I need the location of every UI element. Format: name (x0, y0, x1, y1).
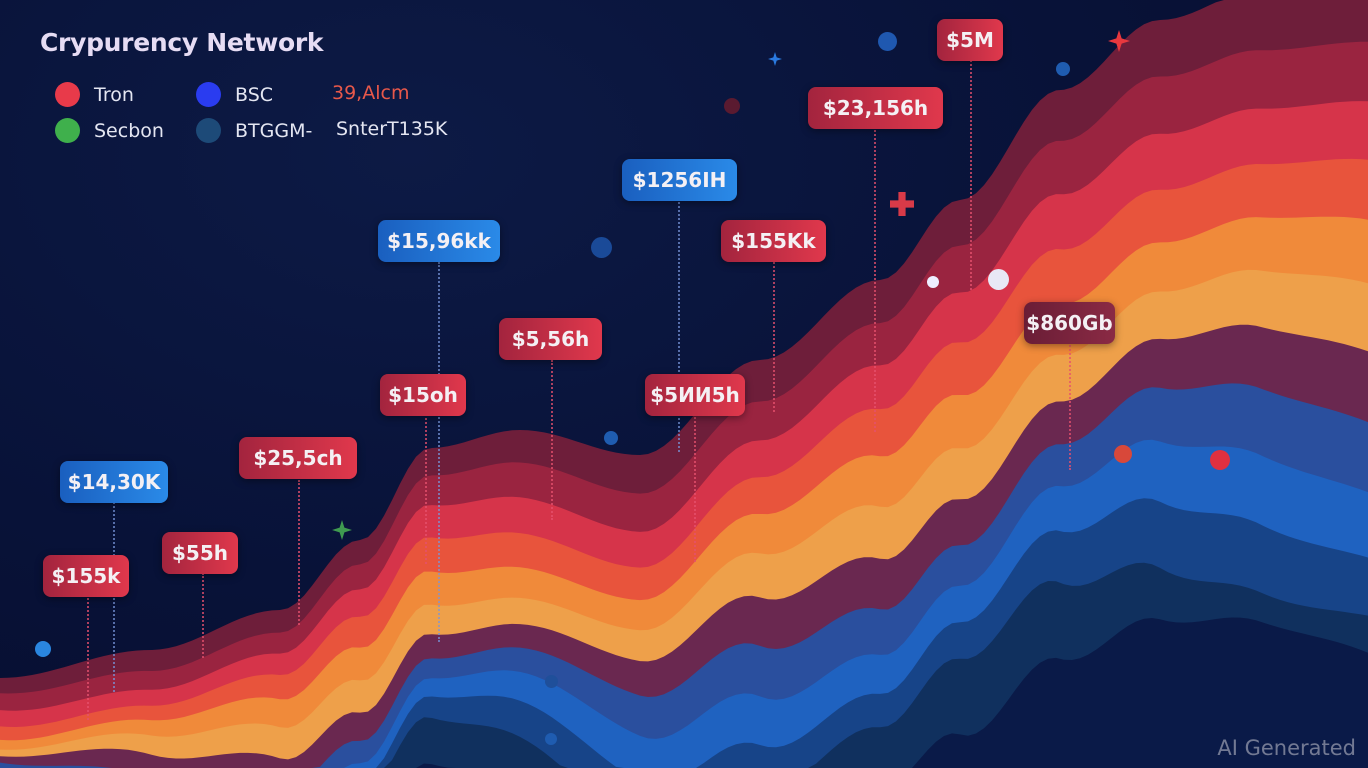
legend-item-snter: SnterT135K (336, 118, 447, 140)
annotation-label: $15oh (380, 374, 466, 416)
annotation-label: $5,56h (499, 318, 602, 360)
decor-dot (724, 98, 740, 114)
decor-dot (545, 733, 557, 745)
annotation-label: $25,5ch (239, 437, 357, 479)
legend-label: BTGGM- (235, 119, 313, 142)
highlight-dot (988, 269, 1009, 290)
legend-item-btggm: BTGGM- (196, 118, 312, 143)
legend-swatch (196, 82, 221, 107)
annotation-label: $15,96kk (378, 220, 500, 262)
connector-line (970, 60, 972, 290)
decor-dot (604, 431, 618, 445)
annotation-label: $55h (162, 532, 238, 574)
decor-dot (591, 237, 612, 258)
decor-dot (35, 641, 51, 657)
decor-dot (1210, 450, 1230, 470)
legend-swatch (55, 118, 80, 143)
annotation-label: $860Gb (1024, 302, 1115, 344)
connector-line (87, 595, 89, 720)
annotation-label: $155Kk (721, 220, 826, 262)
connector-line (438, 262, 440, 642)
annotation-label: $14,30K (60, 461, 168, 503)
watermark: AI Generated (1217, 736, 1356, 760)
legend-item-bsc: BSC (196, 82, 273, 107)
connector-line (551, 360, 553, 520)
decor-dot (1056, 62, 1070, 76)
connector-line (874, 130, 876, 432)
legend-item-secbon: Secbon (55, 118, 164, 143)
chart-title: Crypurency Network (40, 28, 324, 57)
annotation-label: $1256IH (622, 159, 737, 201)
connector-line (113, 502, 115, 692)
connector-line (773, 262, 775, 412)
decor-dot (878, 32, 897, 51)
legend-label: BSC (235, 83, 274, 106)
decor-dot (545, 675, 558, 688)
annotation-label: $23,156h (808, 87, 943, 129)
connector-line (1069, 342, 1071, 470)
highlight-dot (927, 276, 939, 288)
connector-line (694, 414, 696, 562)
legend-swatch (55, 82, 80, 107)
legend-label: Secbon (94, 119, 164, 142)
legend-item-3: 39,Alcm (332, 82, 409, 104)
wave-band-base (0, 617, 1368, 768)
connector-line (298, 480, 300, 625)
legend-label: 39,Alcm (332, 82, 410, 104)
connector-line (678, 202, 680, 452)
legend-item-tron: Tron (55, 82, 134, 107)
connector-line (425, 414, 427, 564)
annotation-label: $5ИИ5h (645, 374, 745, 416)
legend-label: SnterT135K (336, 118, 448, 140)
legend-label: Tron (94, 83, 134, 106)
legend-swatch (196, 118, 221, 143)
annotation-label: $5M (937, 19, 1003, 61)
annotation-label: $155k (43, 555, 129, 597)
connector-line (202, 573, 204, 658)
decor-dot (1114, 445, 1132, 463)
